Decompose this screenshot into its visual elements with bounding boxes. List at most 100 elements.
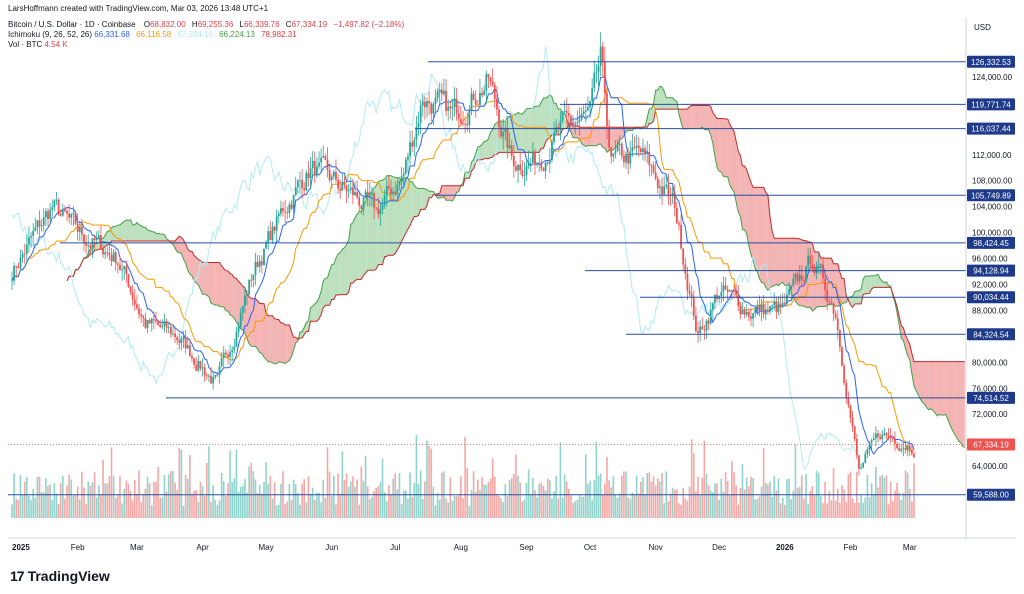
candle-body bbox=[195, 364, 198, 371]
candle-body bbox=[733, 291, 735, 292]
ichimoku-cloud-segment bbox=[143, 227, 146, 241]
candle-body bbox=[400, 176, 403, 181]
ichimoku-cloud-segment bbox=[223, 268, 226, 311]
candle-body bbox=[606, 93, 608, 127]
ichimoku-cloud-segment bbox=[276, 319, 279, 364]
volume-bar bbox=[883, 477, 886, 518]
ichimoku-cloud-segment bbox=[577, 125, 580, 140]
volume-bar bbox=[582, 496, 585, 518]
candle-body bbox=[800, 274, 803, 280]
candle-body bbox=[625, 153, 627, 163]
volume-bar bbox=[42, 492, 45, 518]
level-price-label[interactable] bbox=[967, 328, 1015, 341]
candle-body bbox=[349, 187, 352, 190]
ichimoku-cloud-segment bbox=[484, 141, 487, 159]
ichimoku-cloud-segment bbox=[681, 109, 684, 129]
ichimoku-cloud-segment bbox=[873, 275, 876, 288]
volume-bar bbox=[157, 466, 159, 518]
candle-body bbox=[872, 438, 875, 441]
ichimoku-cloud-segment bbox=[668, 97, 671, 110]
level-price-label[interactable] bbox=[967, 122, 1015, 135]
candle-body bbox=[671, 192, 674, 196]
candle-body bbox=[322, 156, 325, 158]
volume-bar bbox=[752, 478, 754, 518]
volume-bar bbox=[349, 481, 352, 518]
ichimoku-cloud-segment bbox=[204, 262, 207, 296]
level-price-label[interactable] bbox=[967, 291, 1015, 304]
volume-bar bbox=[127, 483, 130, 518]
level-price-label[interactable] bbox=[967, 391, 1015, 404]
volume-bar bbox=[263, 481, 265, 518]
ichimoku-cloud-segment bbox=[314, 301, 317, 322]
candle-body bbox=[743, 309, 746, 315]
volume-bar bbox=[131, 500, 134, 518]
level-price-label[interactable] bbox=[967, 264, 1015, 277]
volume-bar bbox=[585, 454, 587, 518]
candle-body bbox=[616, 144, 619, 151]
ichimoku-cloud-segment bbox=[357, 211, 360, 280]
volume-bar bbox=[83, 487, 85, 518]
volume-bar bbox=[673, 489, 676, 518]
candle-body bbox=[330, 176, 333, 181]
ichimoku-cloud-segment bbox=[657, 86, 660, 110]
volume-row[interactable]: Vol · BTC 4.54 K bbox=[8, 40, 404, 50]
volume-bar bbox=[366, 486, 369, 518]
ichimoku-cloud-segment bbox=[316, 297, 320, 322]
level-price-label[interactable] bbox=[967, 189, 1015, 202]
candle-body bbox=[377, 207, 380, 215]
level-price-label[interactable] bbox=[967, 55, 1015, 68]
candle-body bbox=[777, 304, 780, 313]
volume-bar bbox=[737, 504, 740, 518]
tradingview-logo[interactable]: 17 TradingView bbox=[10, 568, 110, 584]
ichimoku-cloud-segment bbox=[126, 219, 129, 241]
ichimoku-cloud-segment bbox=[926, 361, 929, 410]
volume-bar bbox=[510, 478, 513, 518]
candle-body bbox=[421, 101, 424, 106]
candle-body bbox=[779, 304, 782, 307]
ichimoku-cloud-segment bbox=[405, 177, 408, 234]
volume-bar bbox=[515, 454, 517, 518]
ichimoku-cloud-segment bbox=[581, 127, 584, 146]
ichimoku-cloud-segment bbox=[359, 211, 362, 280]
ichimoku-row[interactable]: Ichimoku (9, 26, 52, 26) 66,331.68 66,11… bbox=[8, 30, 404, 40]
symbol-name[interactable]: Bitcoin / U.S. Dollar · 1D · Coinbase bbox=[8, 20, 136, 29]
volume-bar bbox=[872, 494, 875, 518]
ichimoku-cloud-segment bbox=[416, 187, 419, 217]
candle-body bbox=[631, 146, 634, 152]
candle-body bbox=[214, 375, 217, 378]
ichimoku-cloud-segment bbox=[613, 127, 616, 151]
candle-body bbox=[15, 265, 18, 268]
ichimoku-cloud-segment bbox=[191, 251, 195, 281]
candle-body bbox=[623, 155, 625, 163]
ichimoku-cloud-segment bbox=[395, 177, 398, 254]
candle-body bbox=[341, 182, 344, 191]
volume-bar bbox=[189, 455, 191, 518]
candle-body bbox=[419, 105, 422, 124]
volume-bar bbox=[496, 495, 498, 518]
level-price-label[interactable] bbox=[967, 98, 1015, 111]
candle-body bbox=[841, 347, 843, 366]
candle-body bbox=[404, 159, 407, 174]
ichimoku-cloud-segment bbox=[139, 224, 142, 241]
volume-bar bbox=[551, 498, 553, 518]
candle-body bbox=[121, 269, 124, 271]
level-price-label[interactable] bbox=[967, 488, 1015, 501]
ichimoku-cloud-segment bbox=[342, 247, 345, 295]
ichimoku-cloud-segment bbox=[592, 127, 595, 146]
volume-bar bbox=[599, 473, 602, 518]
candle-body bbox=[534, 151, 536, 165]
volume-bar bbox=[652, 476, 655, 518]
x-axis-tick-label: Aug bbox=[454, 543, 468, 552]
ichimoku-cloud-segment bbox=[270, 315, 273, 363]
ichimoku-cloud-segment bbox=[695, 105, 699, 129]
ichimoku-cloud-segment bbox=[901, 325, 904, 341]
volume-bar bbox=[847, 474, 850, 518]
ichimoku-cloud-segment bbox=[545, 96, 548, 143]
ichimoku-cloud-segment bbox=[117, 225, 120, 241]
level-price-text: 126,332.53 bbox=[971, 58, 1012, 67]
level-price-label[interactable] bbox=[967, 236, 1015, 249]
volume-bar bbox=[26, 476, 28, 518]
candle-body bbox=[553, 132, 555, 142]
x-axis-tick-label: 2026 bbox=[776, 543, 794, 552]
